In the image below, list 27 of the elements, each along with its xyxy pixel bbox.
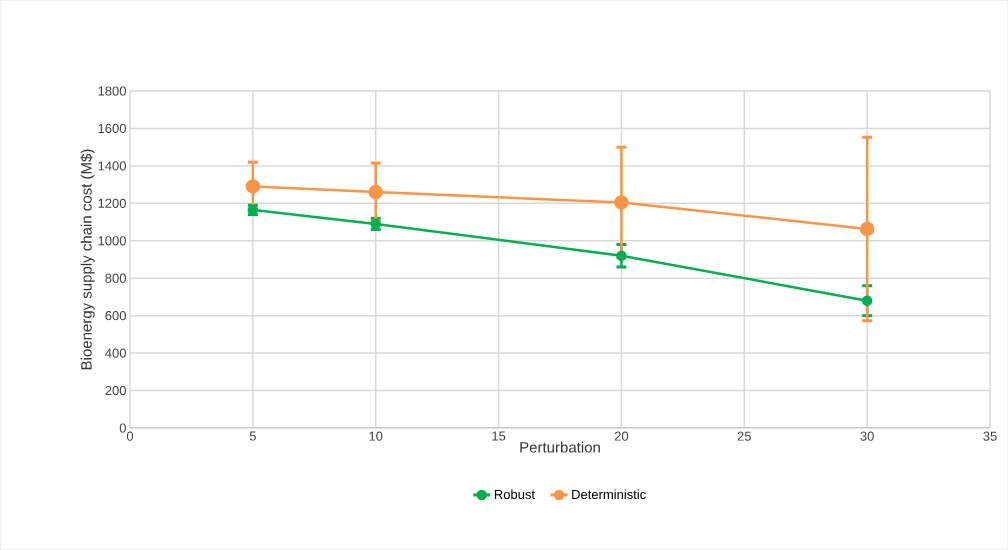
y-tick-label: 1200: [98, 198, 126, 208]
legend-label: Deterministic: [572, 489, 646, 500]
y-tick-label: 1000: [98, 236, 126, 246]
y-axis-title: Bioenergy supply chain cost (M$): [80, 149, 95, 370]
x-tick-label: 20: [614, 431, 629, 441]
y-tick-label: 1600: [98, 123, 126, 134]
y-tick-label: 1400: [98, 161, 126, 171]
y-tick-label: 800: [105, 273, 126, 283]
x-tick-label: 0: [126, 431, 134, 441]
y-tick-label: 1800: [98, 86, 126, 96]
legend-label: Robust: [494, 489, 535, 500]
y-tick-label: 0: [119, 423, 126, 433]
point: [245, 179, 261, 194]
x-tick-label: 10: [369, 431, 383, 441]
point: [368, 184, 383, 200]
point: [614, 195, 629, 210]
point: [861, 295, 873, 306]
x-tick-label: 30: [860, 431, 874, 441]
x-tick-label: 5: [249, 431, 256, 441]
x-axis-title: Perturbation: [520, 441, 600, 453]
y-tick-label: 600: [105, 311, 126, 321]
y-tick-label: 200: [105, 385, 126, 396]
x-tick-label: 35: [983, 431, 997, 441]
point: [859, 221, 875, 237]
x-tick-label: 15: [492, 431, 506, 441]
x-tick-label: 25: [737, 431, 751, 441]
y-tick-label: 400: [105, 348, 126, 358]
